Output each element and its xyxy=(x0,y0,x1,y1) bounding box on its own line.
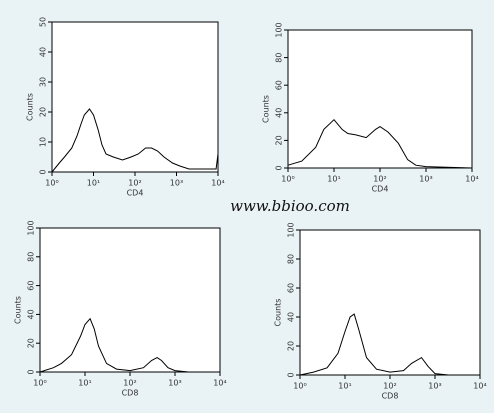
y-tick-label: 20 xyxy=(275,135,284,145)
watermark: www.bbioo.com xyxy=(230,197,350,215)
x-tick-label: 10¹ xyxy=(327,175,340,184)
x-tick-label: 10⁰ xyxy=(33,379,46,388)
plot-frame xyxy=(51,21,219,173)
histogram-line xyxy=(287,118,473,169)
x-axis-label: CD4 xyxy=(127,189,144,198)
x-tick-label: 10² xyxy=(383,382,396,391)
x-axis-label: CD4 xyxy=(372,185,389,194)
y-tick-label: 80 xyxy=(287,254,296,264)
y-tick-label: 20 xyxy=(27,338,36,348)
y-axis-label: Counts xyxy=(26,93,35,121)
y-tick-label: 0 xyxy=(27,369,36,374)
y-tick-label: 60 xyxy=(27,281,36,291)
plot-frame xyxy=(299,229,481,376)
y-tick-label: 40 xyxy=(287,312,296,322)
plot-frame xyxy=(287,29,473,169)
y-axis-label: Counts xyxy=(14,296,23,324)
y-axis-label: Counts xyxy=(274,299,283,327)
x-tick-label: 10⁰ xyxy=(293,382,306,391)
x-tick-label: 10³ xyxy=(428,382,441,391)
y-tick-label: 40 xyxy=(39,47,48,57)
x-tick-label: 10² xyxy=(123,379,136,388)
x-tick-label: 10² xyxy=(373,175,386,184)
y-tick-label: 0 xyxy=(39,169,48,174)
plot-frame xyxy=(39,227,221,373)
x-tick-label: 10³ xyxy=(168,379,181,388)
x-axis-label: CD8 xyxy=(382,392,399,401)
y-tick-label: 80 xyxy=(275,53,284,63)
y-tick-label: 60 xyxy=(275,80,284,90)
x-tick-label: 10⁴ xyxy=(211,179,224,188)
y-tick-label: 30 xyxy=(39,77,48,87)
y-tick-label: 0 xyxy=(275,165,284,170)
x-tick-label: 10¹ xyxy=(78,379,91,388)
y-tick-label: 20 xyxy=(39,107,48,117)
histogram-line xyxy=(299,313,480,376)
y-tick-label: 100 xyxy=(287,222,296,237)
y-tick-label: 100 xyxy=(275,22,284,37)
y-tick-label: 80 xyxy=(27,252,36,262)
x-tick-label: 10⁴ xyxy=(213,379,226,388)
x-tick-label: 10⁰ xyxy=(281,175,294,184)
y-tick-label: 50 xyxy=(39,17,48,27)
y-tick-label: 20 xyxy=(287,341,296,351)
y-axis-label: Counts xyxy=(262,95,271,123)
x-tick-label: 10⁰ xyxy=(45,179,58,188)
y-tick-label: 0 xyxy=(287,372,296,377)
x-axis-label: CD8 xyxy=(122,389,139,398)
x-tick-label: 10³ xyxy=(419,175,432,184)
x-tick-label: 10¹ xyxy=(338,382,351,391)
y-tick-label: 60 xyxy=(287,283,296,293)
histogram-line xyxy=(39,317,220,373)
y-tick-label: 40 xyxy=(27,309,36,319)
y-tick-label: 40 xyxy=(275,108,284,118)
x-tick-label: 10² xyxy=(128,179,141,188)
x-tick-label: 10⁴ xyxy=(465,175,478,184)
y-tick-label: 10 xyxy=(39,137,48,147)
x-tick-label: 10³ xyxy=(170,179,183,188)
x-tick-label: 10⁴ xyxy=(473,382,486,391)
histogram-line xyxy=(51,108,219,173)
x-tick-label: 10¹ xyxy=(87,179,100,188)
y-tick-label: 100 xyxy=(27,220,36,235)
